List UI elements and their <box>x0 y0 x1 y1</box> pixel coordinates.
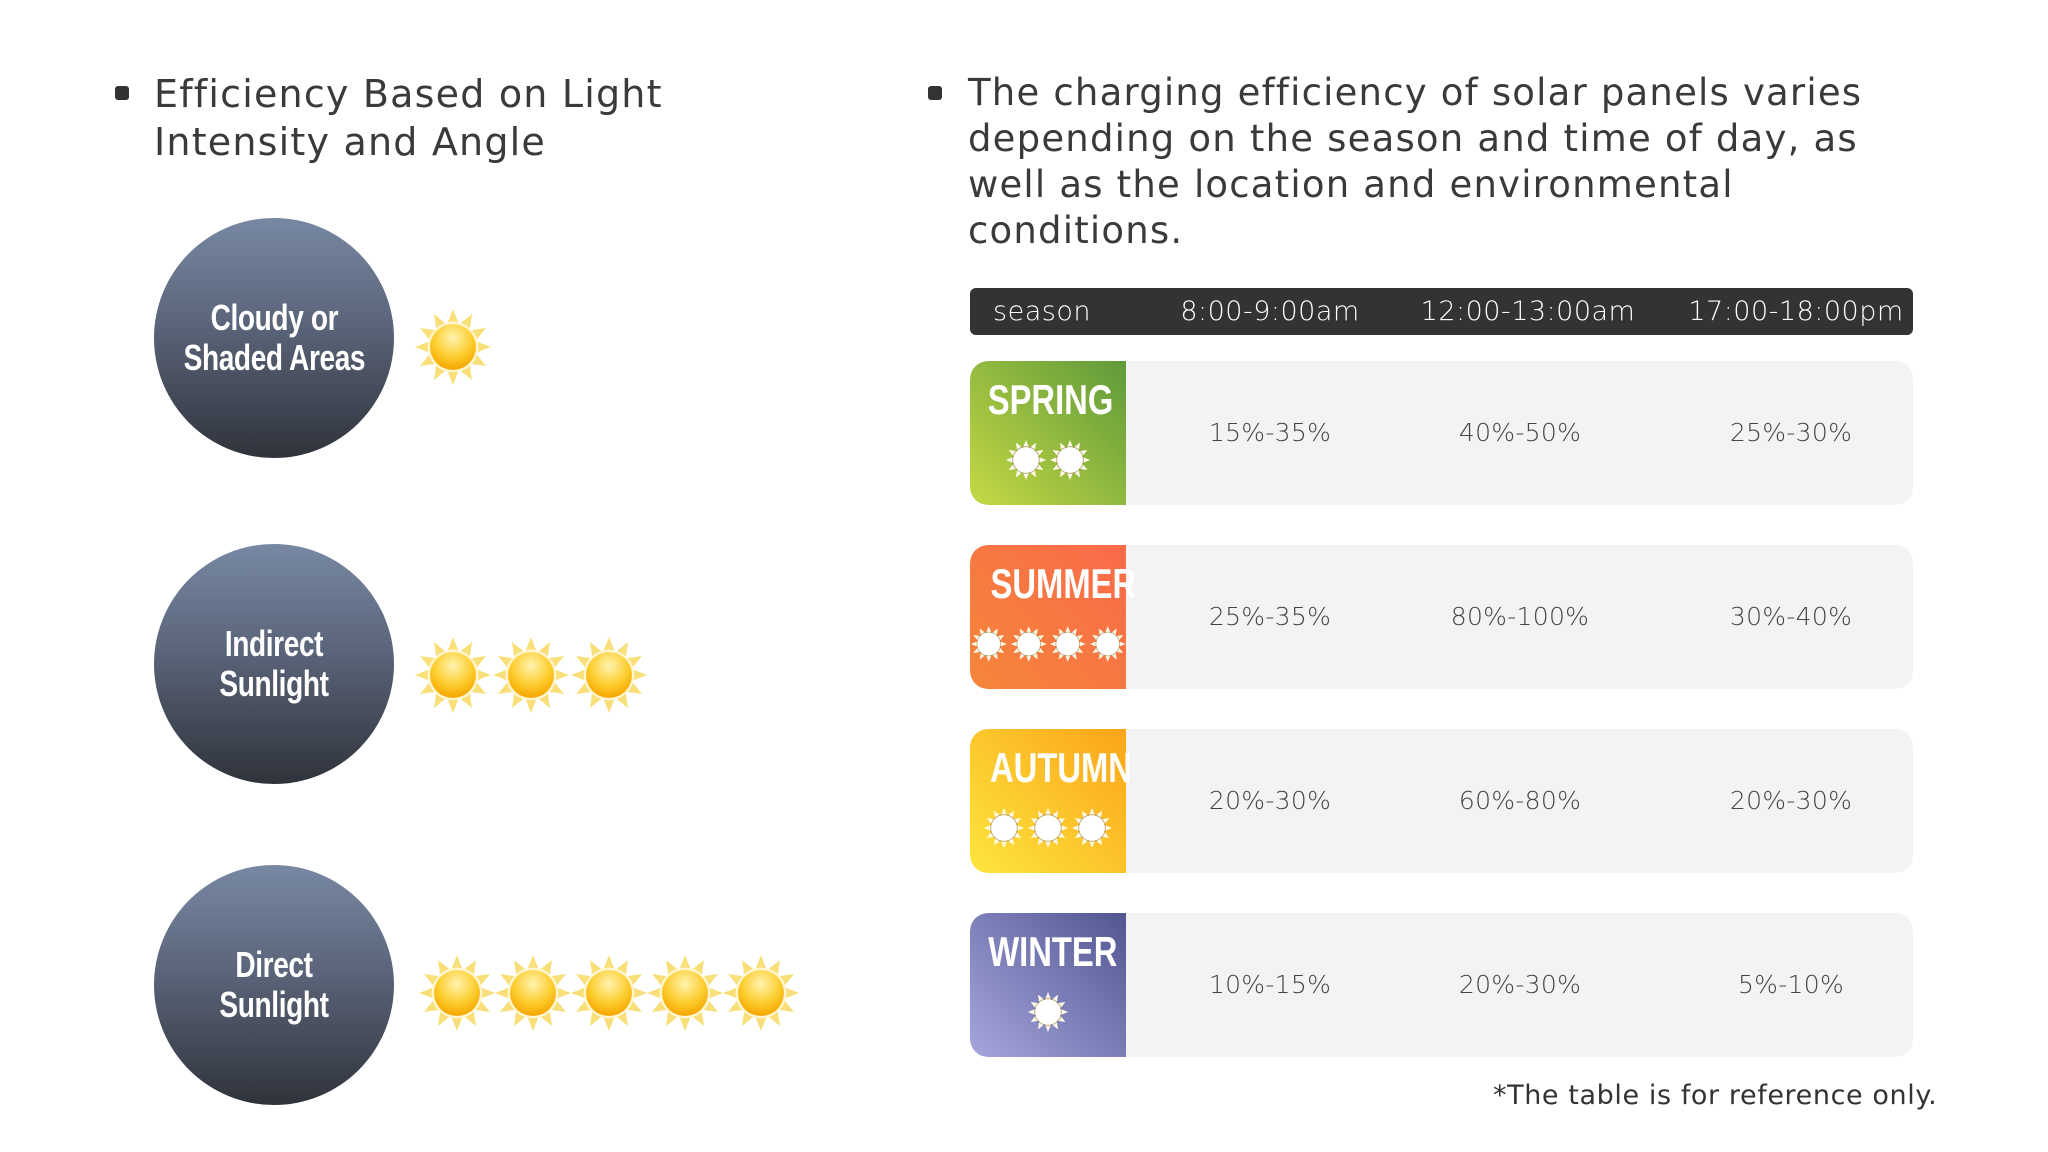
level-circle-indirect: Indirect Sunlight <box>154 544 394 784</box>
header-noon: 12:00-13:00am <box>1420 296 1636 327</box>
table-row-spring: SPRING 15%-35% 40%-50% 25%-30% <box>970 361 1913 505</box>
header-evening: 17:00-18:00pm <box>1688 296 1904 327</box>
sun-icon <box>1010 626 1047 662</box>
sun-icon <box>1049 626 1086 662</box>
season-label: SUMMER <box>990 560 1137 607</box>
level-label: Indirect Sunlight <box>219 623 329 704</box>
sun-icon <box>722 954 800 1032</box>
footnote: *The table is for reference only. <box>1493 1080 1938 1111</box>
sun-icon <box>414 636 492 714</box>
table-row-winter: WINTER 10%-15% 20%-30% 5%-10% <box>970 913 1913 1057</box>
table-cell: 20%-30% <box>1458 970 1582 999</box>
sun-icon <box>970 626 1007 662</box>
sun-icon <box>1005 439 1047 481</box>
season-suns <box>970 991 1126 1035</box>
level-label: Direct Sunlight <box>219 944 329 1025</box>
season-badge-summer: SUMMER <box>970 545 1137 689</box>
table-cell: 5%-10% <box>1737 970 1845 999</box>
sun-icon <box>414 308 492 386</box>
table-cell: 30%-40% <box>1729 602 1853 631</box>
sun-icon <box>492 636 570 714</box>
season-label: SPRING <box>987 376 1114 423</box>
sun-icon <box>418 954 496 1032</box>
season-label: AUTUMN <box>990 744 1132 791</box>
table-cell: 60%-80% <box>1458 786 1582 815</box>
header-season: season <box>993 296 1091 327</box>
season-badge-autumn: AUTUMN <box>970 729 1132 873</box>
season-suns <box>970 623 1126 667</box>
sun-icon <box>494 954 572 1032</box>
level-circle-direct: Direct Sunlight <box>154 865 394 1105</box>
square-bullet-icon <box>928 86 942 100</box>
sun-icon <box>983 807 1025 849</box>
table-cell: 20%-30% <box>1729 786 1853 815</box>
sun-icon <box>1089 626 1126 662</box>
square-bullet-icon <box>115 86 129 100</box>
sun-icon <box>570 954 648 1032</box>
sun-icon <box>1027 991 1069 1033</box>
sun-icon <box>646 954 724 1032</box>
sun-icon <box>570 636 648 714</box>
season-badge-spring: SPRING <box>970 361 1126 505</box>
level-label: Cloudy or Shaded Areas <box>183 297 365 378</box>
table-cell: 10%-15% <box>1208 970 1332 999</box>
table-row-autumn: AUTUMN 20%-30% 60%-80% 20%-30% <box>970 729 1913 873</box>
table-row-summer: SUMMER 25%-35% 80%-100% 30%-40% <box>970 545 1913 689</box>
season-badge-winter: WINTER <box>970 913 1126 1057</box>
table-cell: 20%-30% <box>1208 786 1332 815</box>
table-cell: 15%-35% <box>1208 418 1332 447</box>
table-cell: 40%-50% <box>1458 418 1582 447</box>
table-cell: 80%-100% <box>1450 602 1590 631</box>
table-cell: 25%-30% <box>1729 418 1853 447</box>
season-suns <box>970 807 1126 851</box>
table-header: season 8:00-9:00am 12:00-13:00am 17:00-1… <box>970 288 1913 335</box>
level-circle-cloudy: Cloudy or Shaded Areas <box>154 218 394 458</box>
left-heading: Efficiency Based on Light Intensity and … <box>154 72 663 164</box>
table-cell: 25%-35% <box>1208 602 1332 631</box>
right-heading: The charging efficiency of solar panels … <box>968 71 1863 252</box>
header-morning: 8:00-9:00am <box>1180 296 1360 327</box>
season-label: WINTER <box>988 928 1118 975</box>
season-suns <box>970 439 1126 483</box>
sun-icon <box>1027 807 1069 849</box>
sun-icon <box>1049 439 1091 481</box>
sun-icon <box>1071 807 1113 849</box>
